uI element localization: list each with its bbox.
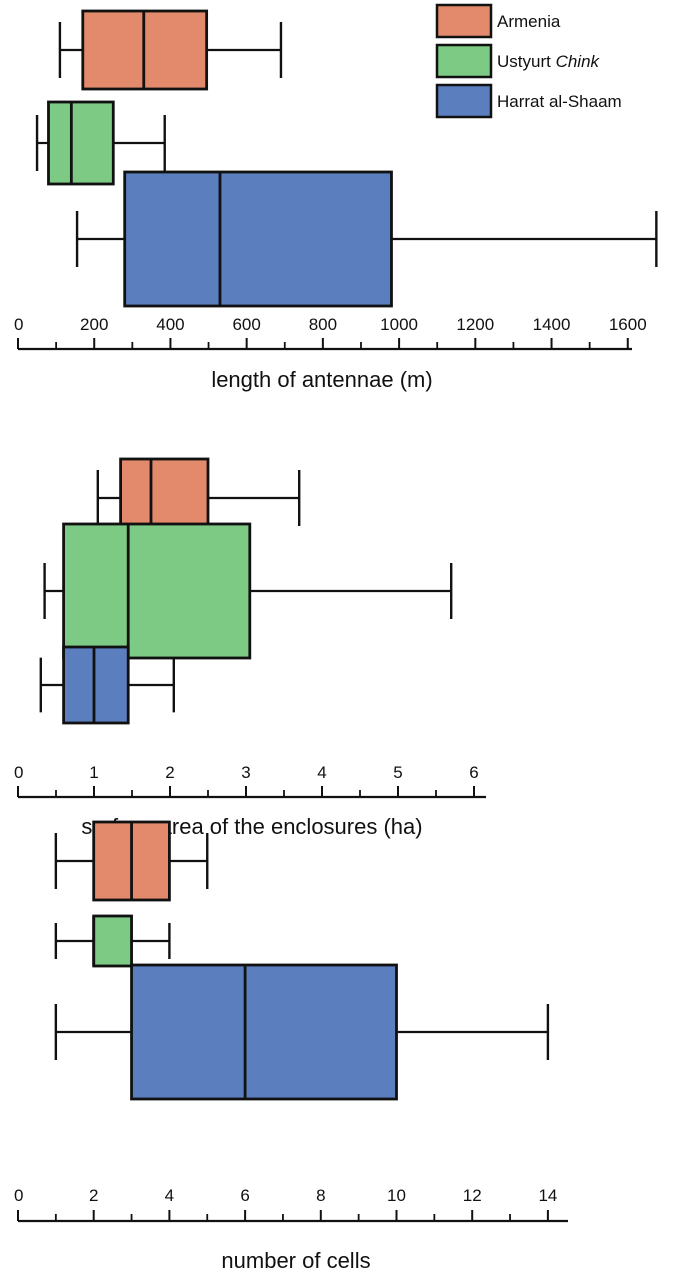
x-tick-label-0: 0 <box>14 1186 23 1205</box>
x-tick-label-400: 400 <box>156 315 184 334</box>
x-tick-label-0: 0 <box>14 315 23 334</box>
x-tick-label-8: 8 <box>316 1186 325 1205</box>
x-tick-label-200: 200 <box>80 315 108 334</box>
x-tick-label-4: 4 <box>165 1186 174 1205</box>
legend-swatch-armenia <box>435 3 493 39</box>
x-tick-label-600: 600 <box>232 315 260 334</box>
box-harrat-al-shaam <box>39 645 176 725</box>
chart-panel-1: 0 200 400 600 800 1000 1200 1400 1600 length of a… <box>14 9 658 392</box>
iqr-box-ustyurt-chink <box>62 522 252 660</box>
x-tick-label-800: 800 <box>309 315 337 334</box>
x-tick-label-10: 10 <box>387 1186 406 1205</box>
x-tick-label-6: 6 <box>240 1186 249 1205</box>
box-ustyurt-chink <box>35 100 166 186</box>
iqr-box-ustyurt-chink <box>92 914 133 968</box>
box-armenia <box>58 9 283 91</box>
iqr-box-harrat-al-shaam <box>123 170 393 308</box>
x-tick-label-2: 2 <box>165 763 174 782</box>
x-axis-title-1: length of antennae (m) <box>211 367 432 392</box>
legend-swatch-ustyurt-chink <box>435 43 493 79</box>
iqr-box-ustyurt-chink <box>47 100 115 186</box>
legend-item-armenia: Armenia <box>435 3 561 39</box>
box-harrat-al-shaam <box>75 170 658 308</box>
x-tick-label-6: 6 <box>469 763 478 782</box>
x-tick-label-14: 14 <box>538 1186 557 1205</box>
box-ustyurt-chink <box>43 522 453 660</box>
legend-item-harrat-al-shaam: Harrat al-Shaam <box>435 83 622 119</box>
x-axis-title-3: number of cells <box>221 1248 370 1273</box>
box-ustyurt-chink <box>54 914 171 968</box>
x-tick-label-1600: 1600 <box>609 315 647 334</box>
x-tick-label-2: 2 <box>89 1186 98 1205</box>
x-tick-label-4: 4 <box>317 763 326 782</box>
legend-label-chink-italic: Chink <box>556 52 601 71</box>
x-tick-label-1400: 1400 <box>533 315 571 334</box>
x-tick-label-1: 1 <box>89 763 98 782</box>
legend-label-harrat-al-shaam: Harrat al-Shaam <box>497 92 622 111</box>
chart-panel-3: 0 2 4 6 8 10 12 14 number of cells <box>14 820 568 1273</box>
x-tick-label-1000: 1000 <box>380 315 418 334</box>
legend-item-ustyurt-chink: Ustyurt Chink <box>435 43 601 79</box>
x-tick-label-1200: 1200 <box>456 315 494 334</box>
legend-label-ustyurt-plain: Ustyurt <box>497 52 556 71</box>
box-armenia <box>54 820 209 902</box>
box-harrat-al-shaam <box>54 963 550 1101</box>
legend-label-armenia: Armenia <box>497 12 561 31</box>
x-tick-label-3: 3 <box>241 763 250 782</box>
legend-label-ustyurt-chink: Ustyurt Chink <box>497 52 601 71</box>
legend: Armenia Ustyurt Chink Harrat al-Shaam <box>435 3 622 119</box>
x-tick-label-0: 0 <box>14 763 23 782</box>
iqr-box-harrat-al-shaam <box>62 645 130 725</box>
legend-swatch-harrat-al-shaam <box>435 83 493 119</box>
iqr-box-harrat-al-shaam <box>130 963 398 1101</box>
x-tick-label-12: 12 <box>463 1186 482 1205</box>
x-tick-label-5: 5 <box>393 763 402 782</box>
